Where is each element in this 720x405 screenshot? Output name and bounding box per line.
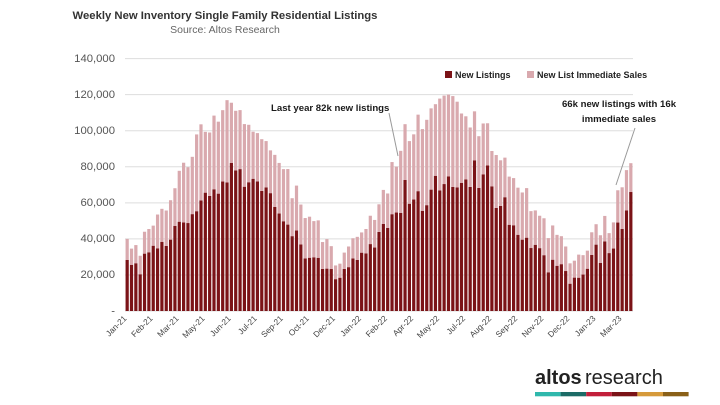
svg-text:Mar-21: Mar-21 [155,313,181,339]
svg-text:140,000: 140,000 [74,53,115,65]
svg-text:May-21: May-21 [180,313,207,340]
svg-text:80,000: 80,000 [80,161,115,173]
svg-text:Jan-22: Jan-22 [338,313,363,338]
svg-text:20,000: 20,000 [80,269,115,281]
svg-text:60,000: 60,000 [80,197,115,209]
svg-text:Sep-22: Sep-22 [493,313,519,339]
svg-text:Apr-22: Apr-22 [390,313,415,338]
svg-text:Dec-21: Dec-21 [311,313,337,339]
svg-text:-: - [111,305,115,317]
svg-text:100,000: 100,000 [74,125,115,137]
svg-text:Mar-23: Mar-23 [598,313,624,339]
svg-text:Feb-22: Feb-22 [363,313,389,339]
svg-text:Jun-21: Jun-21 [208,313,233,338]
svg-text:Jul-22: Jul-22 [444,313,467,336]
svg-text:Jul-21: Jul-21 [236,313,259,336]
svg-text:May-22: May-22 [415,313,442,340]
svg-text:Oct-21: Oct-21 [286,313,311,338]
svg-text:research: research [585,367,663,389]
svg-text:Jan-21: Jan-21 [104,313,129,338]
svg-text:Dec-22: Dec-22 [545,313,571,339]
svg-text:Jan-23: Jan-23 [572,313,597,338]
svg-text:40,000: 40,000 [80,233,115,245]
svg-text:Nov-22: Nov-22 [519,313,545,339]
svg-text:120,000: 120,000 [74,89,115,101]
svg-text:Sep-21: Sep-21 [259,313,285,339]
svg-text:Feb-21: Feb-21 [129,313,155,339]
svg-text:altos: altos [535,367,582,389]
svg-text:Aug-22: Aug-22 [467,313,493,339]
